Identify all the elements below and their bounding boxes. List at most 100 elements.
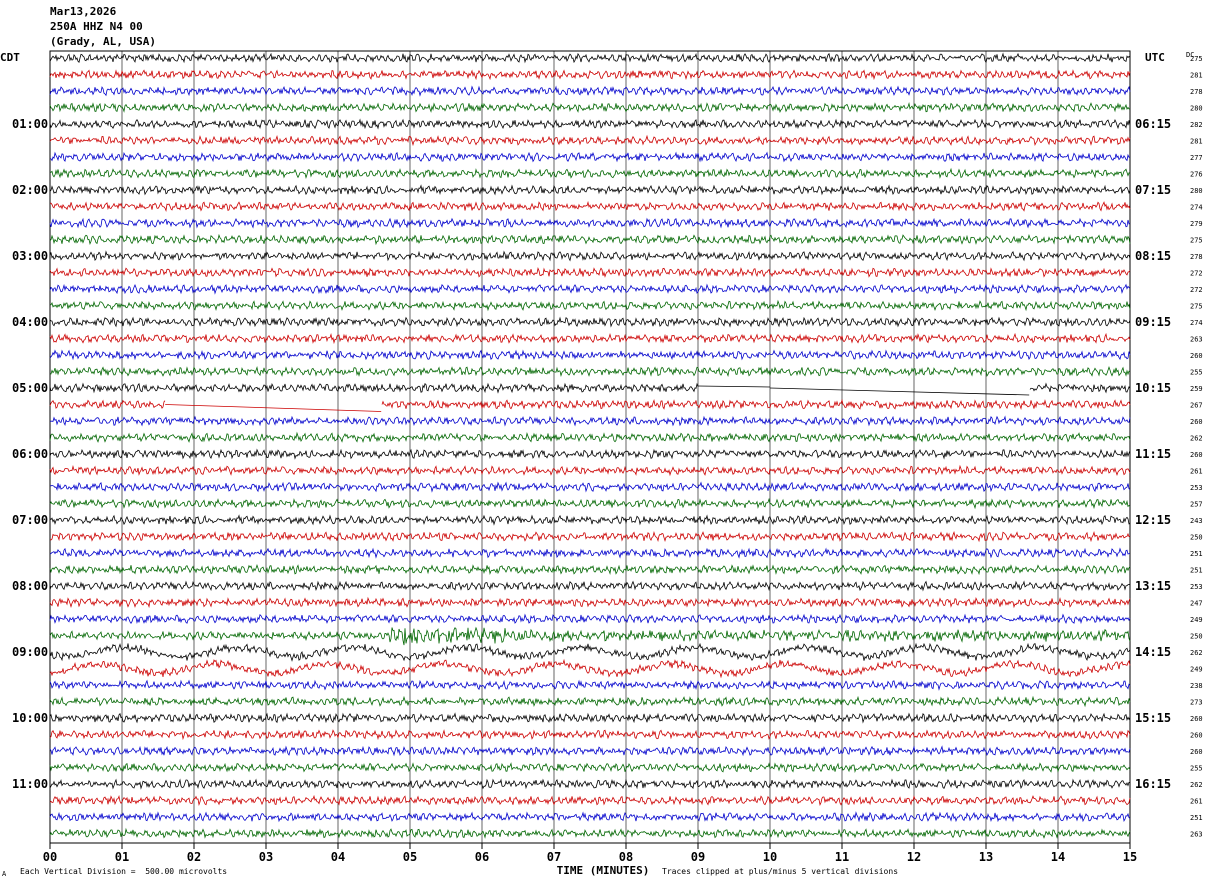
dc-value: 272 [1190, 286, 1203, 294]
x-tick-label: 13 [979, 850, 993, 864]
dc-value: 250 [1190, 633, 1203, 641]
dc-value: 251 [1190, 814, 1203, 822]
dc-value: 260 [1190, 732, 1203, 740]
left-hour-label: 05:00 [12, 381, 48, 395]
trace-row [49, 217, 1131, 229]
x-tick-label: 01 [115, 850, 129, 864]
dc-value: 275 [1190, 303, 1203, 311]
trace-row [49, 679, 1131, 691]
dc-value: 275 [1190, 55, 1203, 63]
trace-row [49, 712, 1131, 724]
right-hour-label: 07:15 [1135, 183, 1171, 197]
dc-label: DC [1186, 51, 1194, 59]
trace-row [49, 184, 1131, 196]
left-hour-label: 11:00 [12, 777, 48, 791]
header-station: 250A HHZ N4 00 [50, 20, 143, 33]
x-tick-label: 04 [331, 850, 345, 864]
trace-row [49, 431, 1131, 444]
left-hour-label: 02:00 [12, 183, 48, 197]
trace-row [49, 398, 1131, 411]
right-axis-label: UTC [1145, 51, 1165, 64]
gap-line [697, 385, 771, 388]
dc-value: 249 [1190, 616, 1203, 624]
trace-row [49, 695, 1131, 708]
dc-value: 255 [1190, 765, 1203, 773]
x-tick-label: 15 [1123, 850, 1137, 864]
right-hour-label: 13:15 [1135, 579, 1171, 593]
trace-row [49, 415, 1131, 427]
x-tick-label: 12 [907, 850, 921, 864]
right-hour-label: 15:15 [1135, 711, 1171, 725]
trace-row [49, 497, 1131, 510]
dc-value: 281 [1190, 72, 1203, 80]
right-hour-label: 12:15 [1135, 513, 1171, 527]
scale-note: Each Vertical Division = 500.00 microvol… [20, 867, 228, 876]
left-hour-label: 04:00 [12, 315, 48, 329]
trace-row [49, 613, 1131, 625]
trace-row [49, 102, 1131, 113]
corner-mark: A [2, 870, 7, 878]
trace-row [49, 299, 1131, 312]
trace-row [49, 794, 1131, 806]
dc-value: 282 [1190, 121, 1203, 129]
x-tick-label: 11 [835, 850, 849, 864]
left-hour-label: 07:00 [12, 513, 48, 527]
left-hour-label: 09:00 [12, 645, 48, 659]
x-tick-label: 14 [1051, 850, 1065, 864]
dc-value: 255 [1190, 369, 1203, 377]
x-tick-label: 08 [619, 850, 633, 864]
dc-value: 278 [1190, 253, 1203, 261]
left-axis-label: CDT [0, 51, 20, 64]
trace-row [49, 382, 1131, 394]
trace-row [49, 349, 1131, 361]
dc-value: 275 [1190, 237, 1203, 245]
x-tick-label: 05 [403, 850, 417, 864]
right-hour-label: 11:15 [1135, 447, 1171, 461]
dc-value: 261 [1190, 798, 1203, 806]
trace-row [49, 658, 1131, 679]
trace-row [49, 827, 1131, 839]
dc-value: 259 [1190, 385, 1203, 393]
trace-row [49, 580, 1131, 592]
dc-value: 274 [1190, 319, 1203, 327]
dc-value: 253 [1190, 484, 1203, 492]
trace-row [49, 267, 1131, 278]
right-hour-label: 10:15 [1135, 381, 1171, 395]
left-hour-label: 10:00 [12, 711, 48, 725]
dc-value: 251 [1190, 567, 1203, 575]
trace-row [49, 464, 1131, 477]
dc-value: 260 [1190, 352, 1203, 360]
dc-value: 247 [1190, 600, 1203, 608]
trace-row [49, 69, 1131, 81]
trace-row [49, 626, 1131, 646]
trace-row [49, 642, 1131, 662]
trace-row [49, 514, 1131, 526]
right-hour-label: 16:15 [1135, 777, 1171, 791]
trace-row [49, 332, 1131, 345]
trace-row [49, 250, 1131, 262]
trace-row [49, 448, 1131, 460]
dc-value: 280 [1190, 187, 1203, 195]
gap-line [769, 387, 1030, 396]
trace-row [49, 134, 1131, 147]
x-tick-label: 10 [763, 850, 777, 864]
trace-row [49, 283, 1131, 295]
dc-value: 243 [1190, 517, 1203, 525]
trace-row [49, 530, 1131, 543]
trace-row [50, 200, 1131, 212]
dc-value: 238 [1190, 682, 1203, 690]
x-tick-label: 00 [43, 850, 57, 864]
header-date: Mar13,2026 [50, 5, 117, 18]
dc-value: 260 [1190, 715, 1203, 723]
dc-value: 263 [1190, 831, 1203, 839]
clip-note: Traces clipped at plus/minus 5 vertical … [662, 867, 899, 876]
dc-value: 279 [1190, 220, 1203, 228]
x-tick-label: 03 [259, 850, 273, 864]
dc-value: 277 [1190, 154, 1203, 162]
dc-value: 262 [1190, 435, 1203, 443]
dc-value: 267 [1190, 402, 1203, 410]
trace-row [49, 564, 1131, 576]
dc-value: 257 [1190, 501, 1203, 509]
trace-row [49, 481, 1131, 493]
